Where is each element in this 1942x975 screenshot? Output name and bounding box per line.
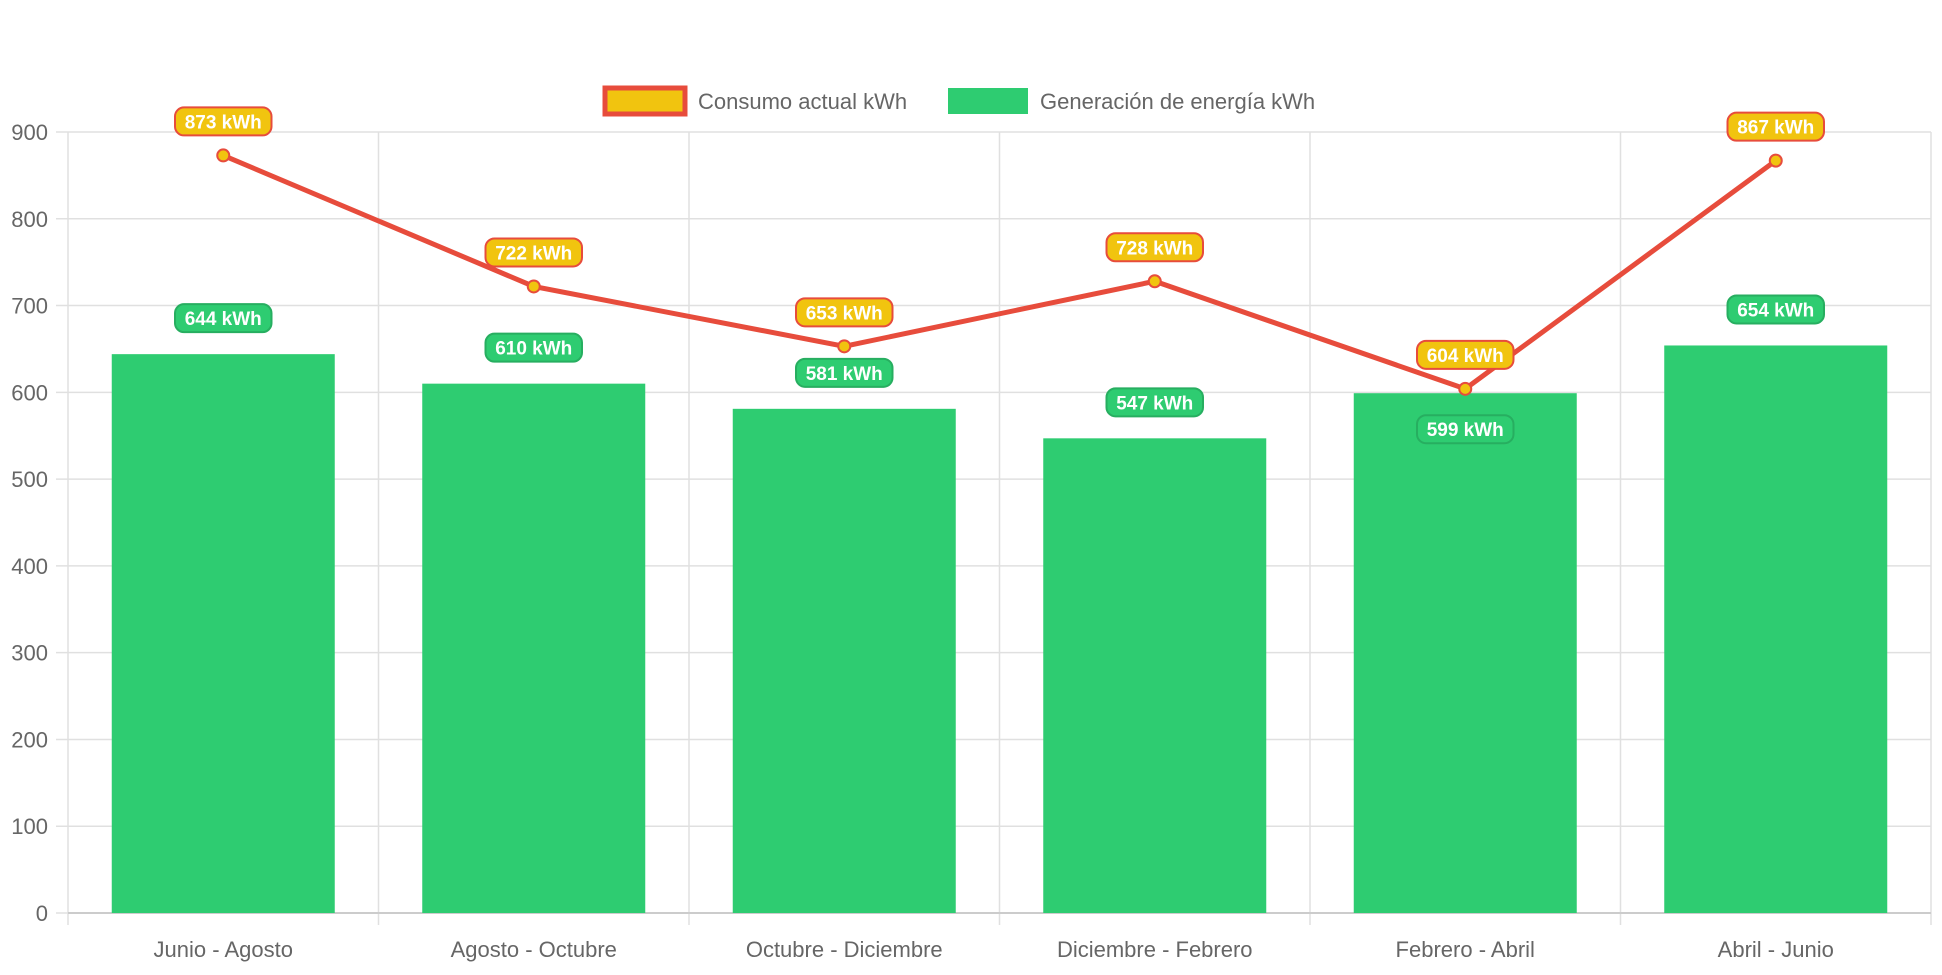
bar-data-label: 610 kWh: [495, 339, 572, 360]
legend-label-generacion: Generación de energía kWh: [1040, 89, 1315, 114]
y-tick-label: 800: [11, 207, 48, 232]
y-tick-label: 700: [11, 294, 48, 319]
bar-data-label-box: [174, 303, 273, 334]
x-tick-label: Junio - Agosto: [154, 937, 293, 962]
bar-data-label-box: [1105, 387, 1204, 418]
line-data-label-box: [795, 297, 894, 328]
bar-data-label-box: [484, 332, 583, 363]
y-tick-label: 0: [36, 901, 48, 926]
line-data-label-box: [1416, 339, 1515, 370]
x-tick-label: Octubre - Diciembre: [746, 937, 943, 962]
line-data-label: 867 kWh: [1737, 118, 1814, 139]
bar-data-label: 547 kWh: [1116, 393, 1193, 414]
y-tick-label: 200: [11, 727, 48, 752]
bar-data-label: 599 kWh: [1427, 420, 1504, 441]
bar-data-label-box: [795, 357, 894, 388]
y-tick-label: 600: [11, 380, 48, 405]
line-point: [526, 279, 541, 294]
legend-swatch-generacion: [948, 88, 1028, 114]
legend-label-consumo: Consumo actual kWh: [698, 89, 907, 114]
bar-data-label-box: [1726, 294, 1825, 325]
line-point: [216, 148, 231, 163]
y-tick-label: 500: [11, 467, 48, 492]
bar: [1043, 438, 1267, 913]
line-point: [1458, 381, 1473, 396]
line-data-label-box: [484, 237, 583, 268]
line-data-label: 728 kWh: [1116, 238, 1193, 259]
bar-data-label: 644 kWh: [185, 309, 262, 330]
y-tick-label: 300: [11, 641, 48, 666]
bar: [422, 383, 646, 914]
bar: [1664, 345, 1888, 913]
legend-swatch-consumo: [602, 85, 688, 117]
bar: [111, 354, 335, 913]
bar: [1353, 393, 1577, 913]
bar-data-label: 654 kWh: [1737, 300, 1814, 321]
bar-data-label-box: [1416, 414, 1515, 445]
consumption-line: [222, 153, 1778, 392]
x-tick-label: Febrero - Abril: [1396, 937, 1535, 962]
line-data-label: 873 kWh: [185, 112, 262, 133]
line-data-label-box: [1726, 111, 1825, 142]
bar-data-label: 581 kWh: [806, 364, 883, 385]
y-tick-label: 400: [11, 554, 48, 579]
line-point: [1147, 274, 1162, 289]
line-point: [837, 339, 852, 354]
bar: [732, 408, 956, 913]
line-point: [1768, 153, 1783, 168]
line-data-label-box: [1105, 232, 1204, 263]
line-data-label: 653 kWh: [806, 303, 883, 324]
y-tick-label: 900: [11, 120, 48, 145]
line-data-label: 604 kWh: [1427, 346, 1504, 367]
x-tick-label: Agosto - Octubre: [451, 937, 617, 962]
y-tick-label: 100: [11, 814, 48, 839]
x-tick-label: Diciembre - Febrero: [1057, 937, 1253, 962]
line-data-label: 722 kWh: [495, 243, 572, 264]
x-tick-label: Abril - Junio: [1718, 937, 1834, 962]
line-data-label-box: [174, 106, 273, 137]
